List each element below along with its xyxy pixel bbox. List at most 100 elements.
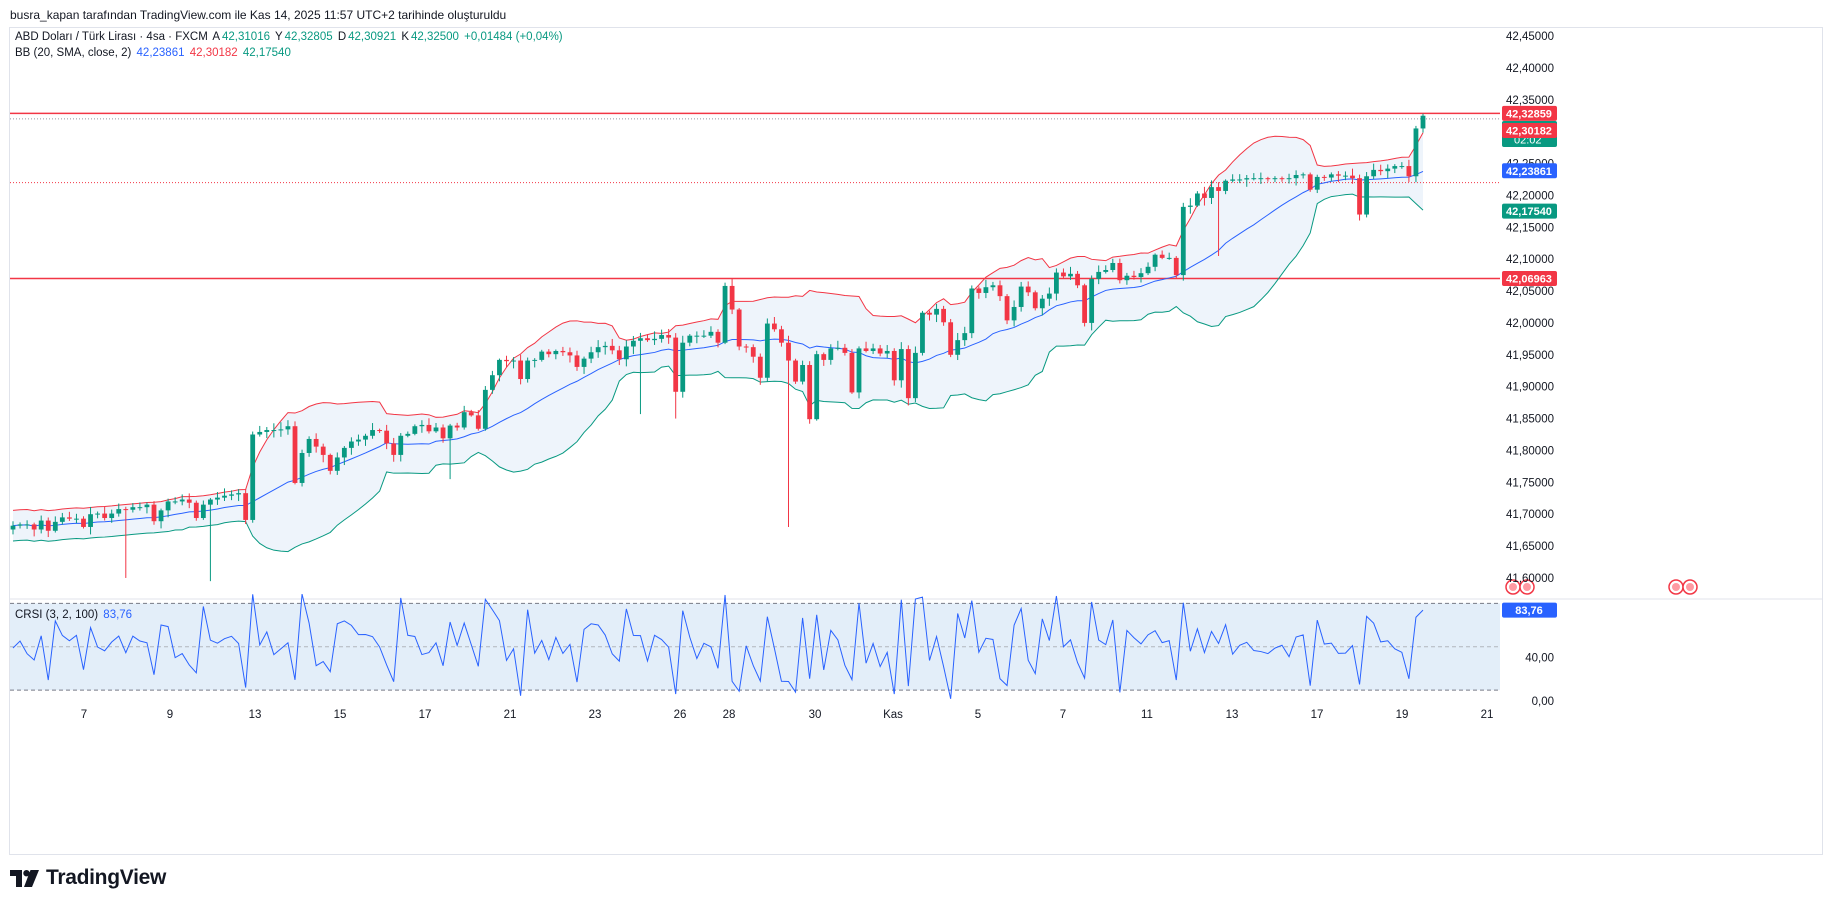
- candle-body: [779, 329, 784, 343]
- price-label-bg: [1502, 122, 1557, 138]
- candle-body: [532, 359, 538, 361]
- candle-body: [687, 335, 693, 343]
- candle-body: [1173, 257, 1179, 276]
- candle-body: [595, 347, 601, 353]
- bb-upper-value: 42,30182: [189, 47, 238, 59]
- price-tick-label: 41,80000: [1506, 445, 1554, 457]
- tradingview-logo[interactable]: TradingView: [10, 866, 166, 890]
- candle-body: [898, 349, 904, 381]
- candle-body: [638, 338, 643, 341]
- candle-body: [419, 424, 425, 427]
- time-axis[interactable]: 7 9 13 15 17 21 23 26 28 30 Kas 5 7 11 13 17 19 21: [81, 709, 1494, 721]
- candle-body: [45, 520, 51, 531]
- price-axis[interactable]: 42,4500042,4000042,3500042,3000042,25000…: [1506, 31, 1554, 708]
- candle-body: [130, 507, 136, 510]
- candle-body: [1258, 178, 1264, 180]
- time-tick-label: 17: [419, 709, 432, 721]
- candle-body: [623, 346, 629, 360]
- candle-body: [1336, 174, 1341, 176]
- candle-body: [377, 430, 382, 432]
- change-value: +0,01484 (+0,04%): [464, 31, 563, 43]
- candle-body: [264, 430, 270, 432]
- chart-frame[interactable]: 42,4500042,4000042,3500042,3000042,25000…: [9, 27, 1823, 855]
- candle-body: [1110, 262, 1116, 270]
- candle-body: [913, 352, 918, 399]
- candle-body: [52, 521, 58, 531]
- candle-body: [997, 285, 1003, 297]
- bb-name: BB (20, SMA, close, 2): [15, 47, 132, 59]
- candle-body: [680, 342, 686, 392]
- time-tick-label: 13: [1226, 709, 1239, 721]
- candle-body: [581, 358, 587, 367]
- candle-body: [384, 430, 390, 444]
- candle-body: [891, 350, 897, 381]
- crsi-name: CRSI (3, 2, 100): [15, 609, 99, 621]
- price-tick-label: 41,90000: [1506, 382, 1554, 394]
- candle-body: [1385, 168, 1391, 172]
- close-value: 42,32500: [410, 31, 459, 43]
- candle-body: [786, 342, 791, 361]
- candle-body: [1364, 176, 1369, 215]
- time-tick-label: 23: [589, 709, 602, 721]
- candle-body: [588, 352, 594, 359]
- candle-body: [299, 452, 305, 483]
- candle-body: [74, 518, 79, 520]
- candle-body: [137, 507, 143, 509]
- candle-body: [461, 412, 467, 428]
- candle-body: [807, 365, 813, 420]
- candle-body: [497, 359, 502, 376]
- candle-body: [525, 360, 531, 380]
- candle-body: [215, 497, 220, 500]
- price-tick-label: 42,35000: [1506, 95, 1554, 107]
- candle-body: [1244, 178, 1250, 180]
- candle-body: [631, 340, 636, 347]
- candle-body: [927, 312, 932, 315]
- candle-body: [102, 513, 108, 519]
- time-tick-label: 11: [1141, 709, 1153, 721]
- candle-body: [800, 365, 805, 382]
- candle-body: [123, 509, 129, 511]
- candle-body: [1195, 193, 1200, 206]
- candle-body: [475, 415, 481, 429]
- candle-body: [736, 309, 742, 347]
- candle-body: [849, 352, 855, 393]
- candle-body: [405, 433, 411, 436]
- bb-upper-line: [12, 132, 1424, 512]
- candle-body: [1117, 262, 1123, 281]
- candle-body: [482, 389, 488, 429]
- bb-basis-value: 42,23861: [136, 47, 185, 59]
- candle-body: [24, 524, 30, 526]
- time-tick-label: 21: [504, 709, 517, 721]
- candle-body: [391, 443, 397, 455]
- candles: [10, 113, 1426, 582]
- high-value: 42,32805: [284, 31, 333, 43]
- time-tick-label: 19: [1396, 709, 1409, 721]
- time-tick-label: 15: [334, 709, 347, 721]
- candle-body: [1272, 178, 1278, 180]
- candle-body: [1251, 178, 1257, 180]
- candle-body: [1343, 175, 1348, 177]
- candle-body: [645, 338, 650, 341]
- horizontal-lines: [10, 112, 1500, 280]
- price-label-bg: [1502, 271, 1557, 287]
- candle-body: [1180, 206, 1186, 276]
- candle-body: [941, 308, 946, 323]
- candle-body: [504, 359, 509, 362]
- candle-body: [229, 494, 234, 496]
- candle-body: [983, 287, 989, 293]
- candle-body: [363, 435, 368, 440]
- candle-body: [1082, 285, 1087, 323]
- price-label-text: 42,30182: [1506, 125, 1552, 137]
- price-label-bg: [1502, 163, 1557, 179]
- candle-body: [694, 335, 700, 337]
- chart-canvas[interactable]: 42,4500042,4000042,3500042,3000042,25000…: [10, 28, 1822, 854]
- price-label-bg: [1502, 105, 1557, 121]
- candle-body: [715, 331, 721, 343]
- candle-body: [306, 438, 312, 453]
- chart-caption: busra_kapan tarafından TradingView.com i…: [10, 8, 507, 22]
- price-label-text: 42,06963: [1506, 274, 1552, 286]
- candle-body: [1202, 193, 1207, 198]
- candle-body: [1413, 128, 1419, 177]
- candle-body: [1265, 178, 1271, 180]
